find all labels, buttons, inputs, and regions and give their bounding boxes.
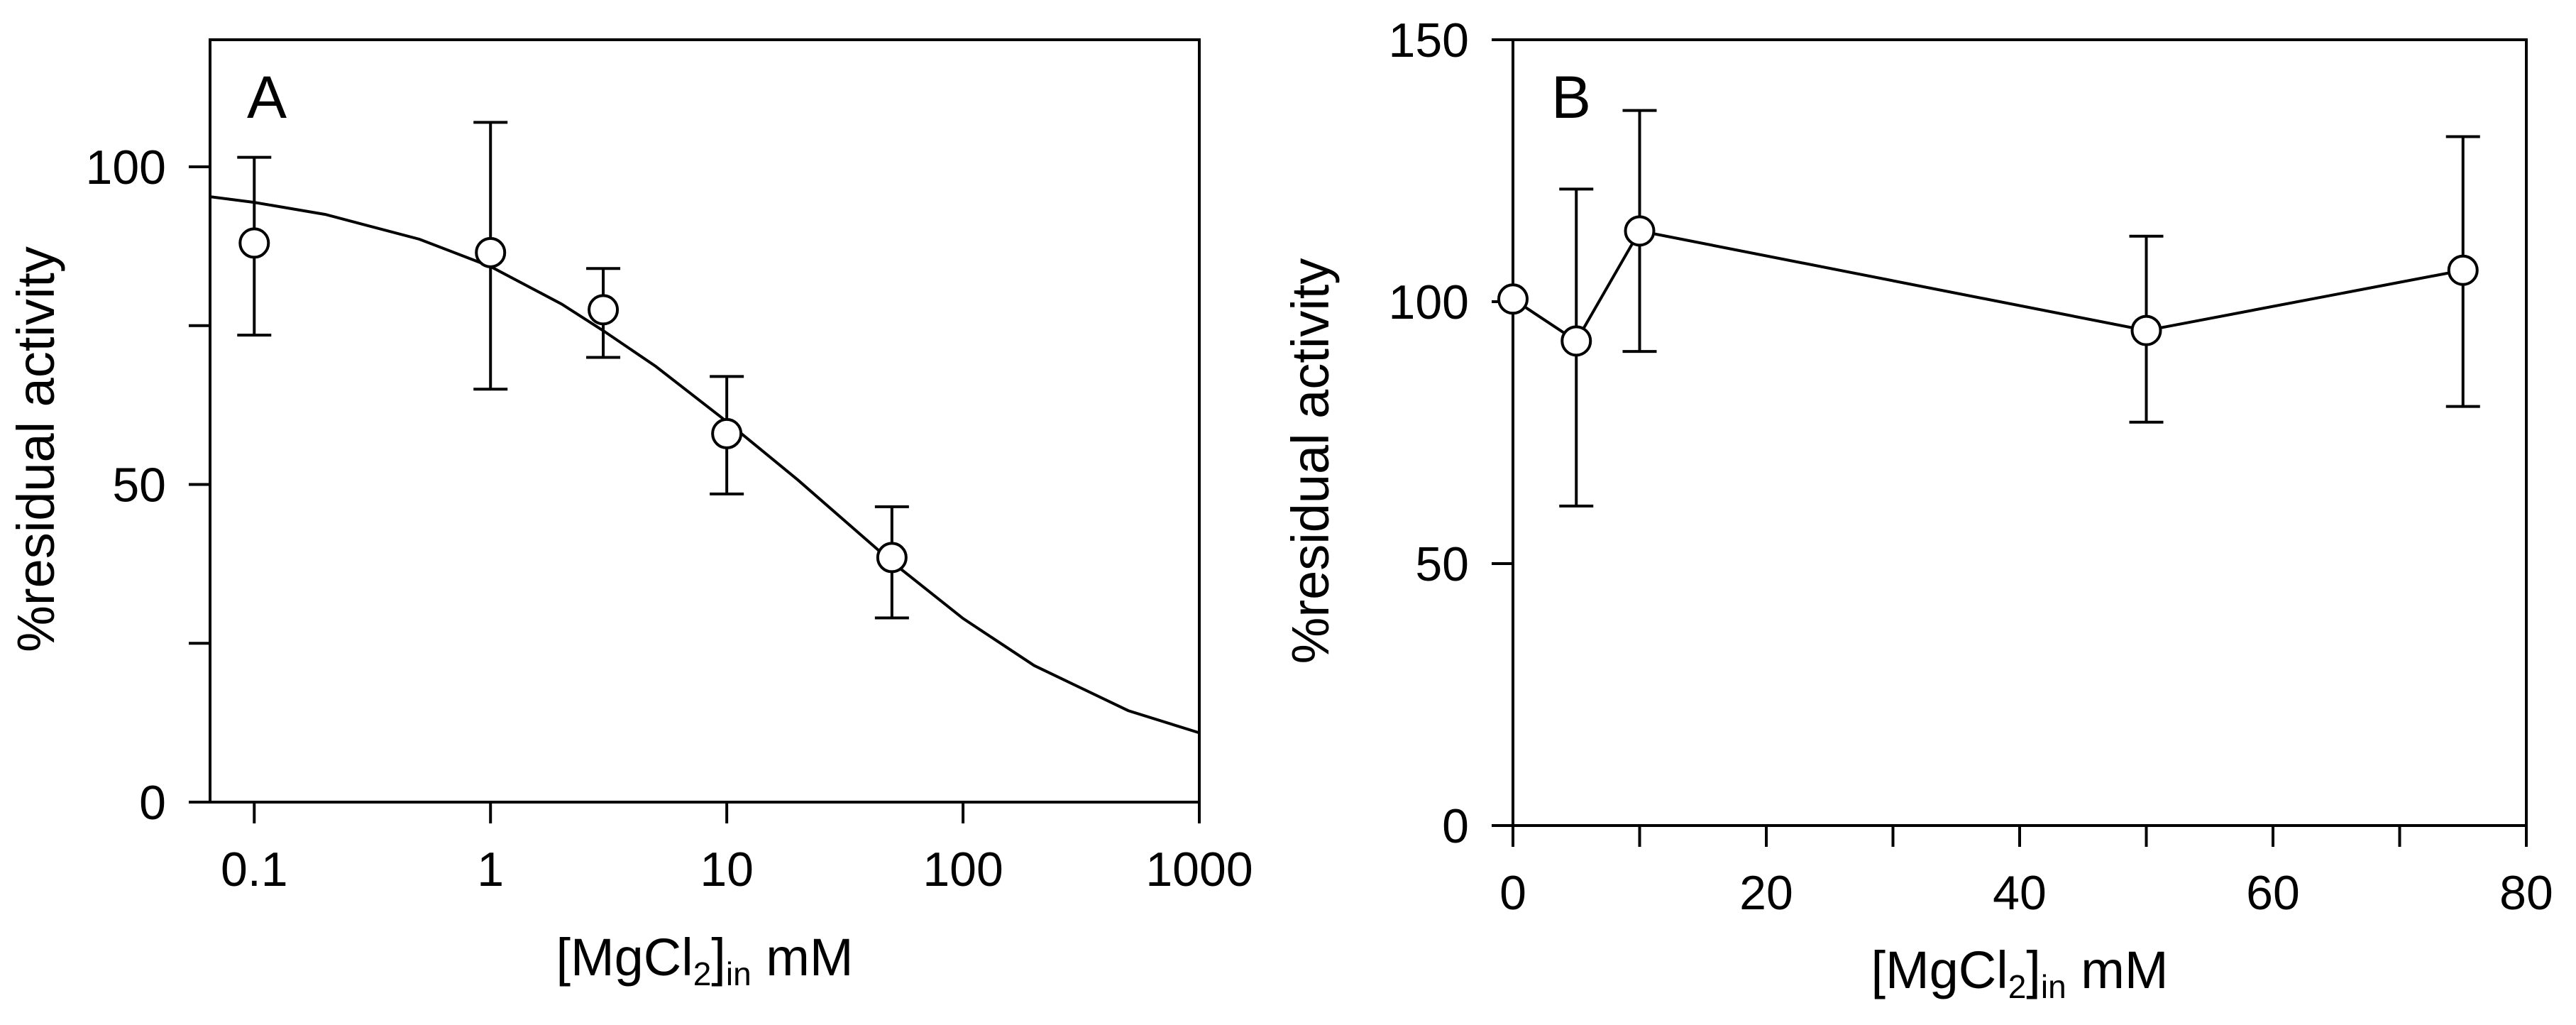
x-tick-label: 0 xyxy=(1499,866,1526,920)
y-tick-label: 0 xyxy=(1442,799,1469,853)
data-point xyxy=(711,417,743,449)
y-axis-title: %residual activity xyxy=(6,246,65,652)
x-tick-label: 1 xyxy=(477,843,504,897)
y-axis-title: %residual activity xyxy=(1281,258,1340,664)
panel-label: A xyxy=(247,64,287,131)
x-tick-label: 10 xyxy=(700,843,754,897)
plot-frame xyxy=(209,38,1201,804)
plot-frame xyxy=(1512,38,2528,827)
x-tick-label: 100 xyxy=(923,843,1003,897)
x-tick-label: 60 xyxy=(2246,866,2300,920)
data-point xyxy=(2130,314,2162,346)
data-point xyxy=(2447,254,2479,286)
x-tick-label: 0.1 xyxy=(221,843,288,897)
x-tick-label: 1000 xyxy=(1145,843,1253,897)
y-tick-label: 50 xyxy=(112,459,166,512)
x-axis-title: [MgCl2]in mM xyxy=(1871,941,2168,1005)
data-point xyxy=(1561,325,1592,357)
y-tick-label: 0 xyxy=(139,776,166,830)
data-point xyxy=(876,542,908,574)
y-tick-label: 100 xyxy=(86,141,166,194)
data-point xyxy=(588,294,620,326)
x-tick-label: 80 xyxy=(2499,866,2553,920)
data-point xyxy=(475,236,507,268)
panel-b: B 0 20 40 60 80 0 50 100 150 %residual activity [Mg… xyxy=(1281,13,2553,1005)
panel-a: A 0.1 1 10 100 1000 0 50 100 %residual activity [M… xyxy=(6,38,1253,992)
y-tick-label: 100 xyxy=(1389,275,1469,329)
x-tick-label: 20 xyxy=(1739,866,1793,920)
panel-label: B xyxy=(1551,64,1591,131)
data-point xyxy=(238,227,270,259)
y-tick-label: 50 xyxy=(1415,537,1469,591)
y-tick-label: 150 xyxy=(1389,13,1469,67)
data-point xyxy=(1624,215,1656,247)
x-tick-label: 40 xyxy=(1993,866,2047,920)
series-line xyxy=(1512,229,2464,344)
fit-curve xyxy=(209,195,1200,735)
data-point xyxy=(1497,283,1529,315)
x-axis-title: [MgCl2]in mM xyxy=(556,928,853,992)
